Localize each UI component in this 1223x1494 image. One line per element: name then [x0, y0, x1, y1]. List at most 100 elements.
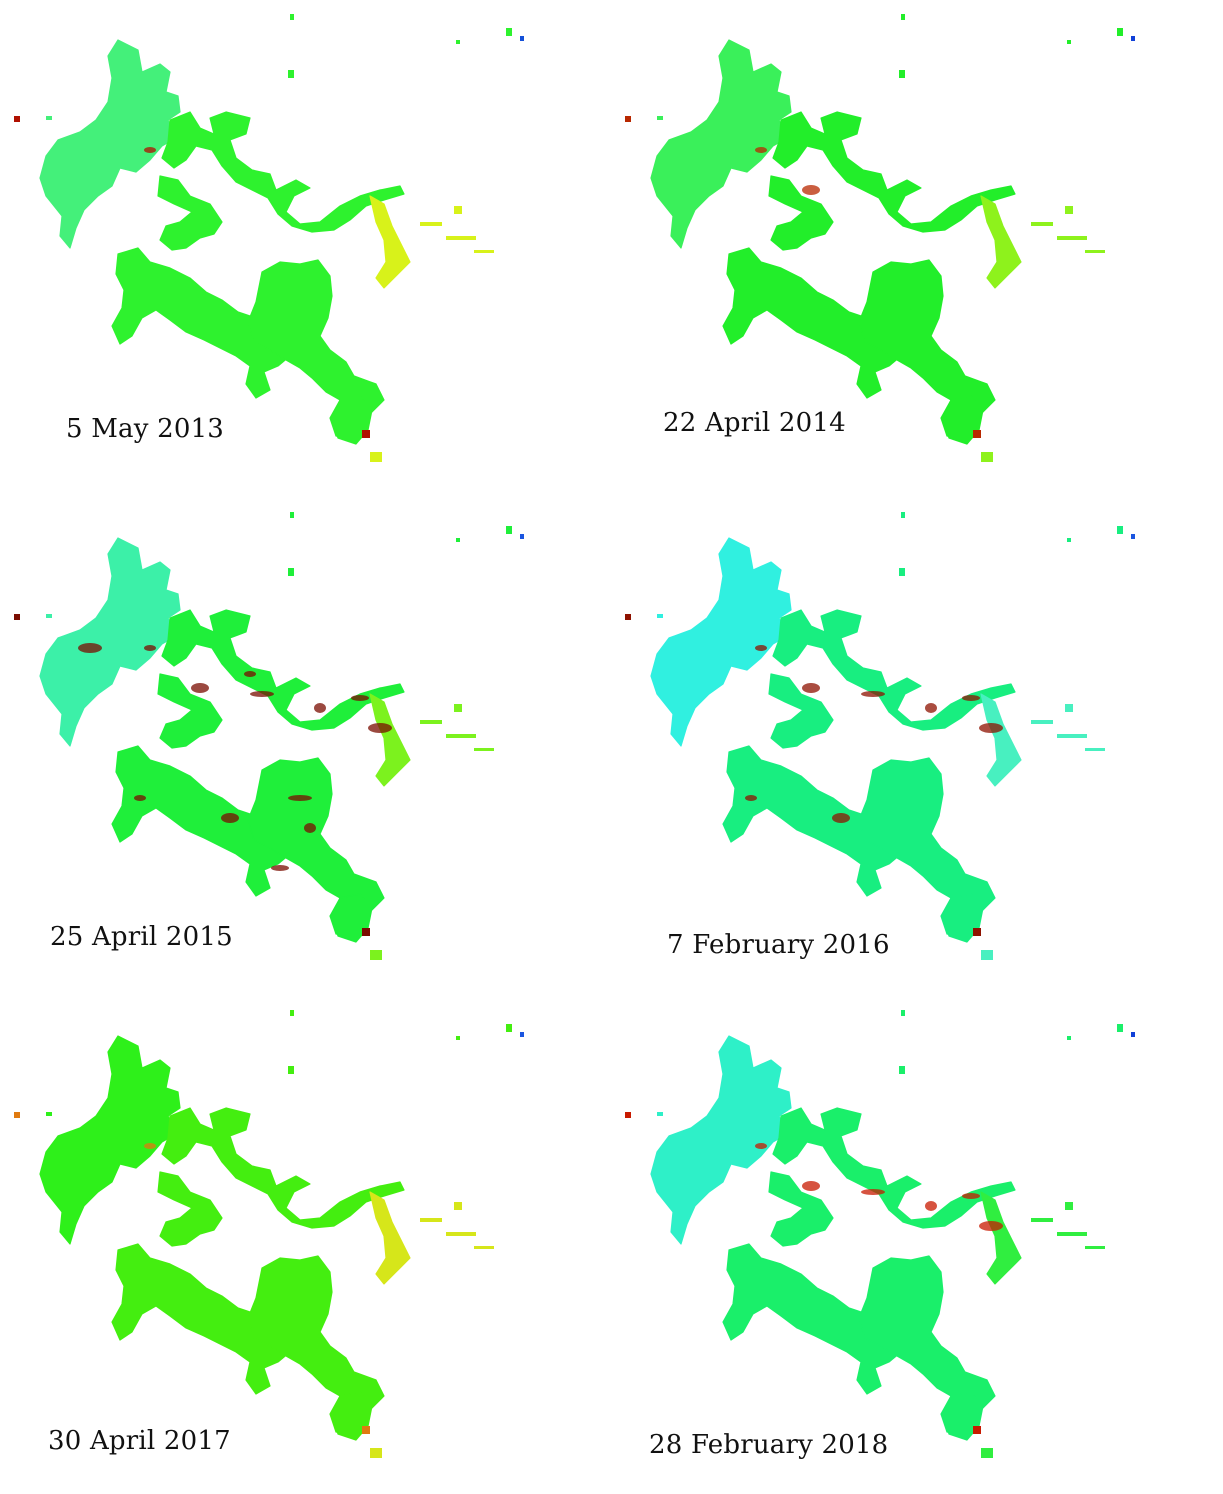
small-water-body: [46, 614, 52, 618]
small-water-body: [456, 538, 460, 542]
small-water-body: [290, 512, 294, 518]
small-water-body: [370, 452, 382, 462]
high-value-patch: [368, 723, 392, 733]
high-value-patch: [191, 683, 209, 693]
small-water-body: [456, 1036, 460, 1040]
reservoir-region: [161, 111, 405, 233]
small-water-body: [1057, 734, 1087, 738]
small-water-body: [1067, 40, 1071, 44]
small-water-body: [370, 1448, 382, 1458]
small-water-body: [1085, 1246, 1105, 1249]
small-water-body: [625, 116, 631, 122]
small-water-body: [14, 1112, 20, 1118]
small-water-body: [1117, 28, 1123, 36]
reservoir-region: [111, 745, 293, 897]
reservoir-region: [722, 745, 904, 897]
high-value-patch: [134, 795, 146, 801]
small-water-body: [899, 70, 905, 78]
reservoir-region: [111, 1243, 293, 1395]
small-water-body: [506, 1024, 512, 1032]
small-water-body: [973, 1426, 981, 1434]
reservoir-region: [369, 693, 411, 787]
small-water-body: [474, 250, 494, 253]
high-value-patch: [144, 645, 156, 651]
small-water-body: [981, 1448, 993, 1458]
small-water-body: [14, 614, 20, 620]
high-value-patch: [244, 671, 256, 677]
small-water-body: [1031, 222, 1053, 226]
small-water-body: [370, 950, 382, 960]
high-value-patch: [925, 703, 937, 713]
reservoir-map: [625, 1010, 1135, 1458]
date-label: 30 April 2017: [48, 1426, 231, 1456]
small-water-body: [625, 614, 631, 620]
reservoir-region: [650, 537, 792, 747]
small-water-body: [981, 452, 993, 462]
reservoir-map: [14, 1010, 524, 1458]
small-water-body: [446, 1232, 476, 1236]
small-water-body: [657, 1112, 663, 1116]
reservoir-region: [650, 1035, 792, 1245]
small-water-body: [1117, 1024, 1123, 1032]
small-water-body: [46, 116, 52, 120]
small-water-body: [454, 704, 462, 712]
small-water-body: [899, 1066, 905, 1074]
map-panel-2013: 5 May 2013: [0, 0, 612, 498]
small-water-body: [1057, 236, 1087, 240]
small-water-body: [1131, 36, 1135, 41]
small-water-body: [901, 1010, 905, 1016]
small-water-body: [288, 568, 294, 576]
small-water-body: [288, 1066, 294, 1074]
small-water-body: [506, 526, 512, 534]
small-water-body: [454, 206, 462, 214]
high-value-patch: [802, 683, 820, 693]
small-water-body: [1067, 1036, 1071, 1040]
small-water-body: [981, 950, 993, 960]
reservoir-region: [161, 1107, 405, 1229]
reservoir-map: [625, 512, 1135, 960]
reservoir-region: [772, 1107, 1016, 1229]
small-water-body: [474, 748, 494, 751]
date-label: 5 May 2013: [66, 414, 225, 444]
high-value-patch: [755, 645, 767, 651]
high-value-patch: [144, 1143, 156, 1149]
high-value-patch: [745, 795, 757, 801]
reservoir-map: [14, 14, 524, 462]
high-value-patch: [351, 695, 369, 701]
reservoir-region: [772, 609, 1016, 731]
small-water-body: [454, 1202, 462, 1210]
small-water-body: [1067, 538, 1071, 542]
small-water-body: [14, 116, 20, 122]
small-water-body: [973, 928, 981, 936]
small-water-body: [657, 614, 663, 618]
reservoir-region: [980, 693, 1022, 787]
high-value-patch: [144, 147, 156, 153]
map-panel-2018: 28 February 2018: [611, 996, 1223, 1494]
small-water-body: [901, 512, 905, 518]
date-label: 25 April 2015: [50, 922, 233, 952]
reservoir-region: [161, 609, 405, 731]
reservoir-region: [722, 247, 904, 399]
high-value-patch: [271, 865, 289, 871]
high-value-patch: [221, 813, 239, 823]
high-value-patch: [962, 1193, 980, 1199]
small-water-body: [625, 1112, 631, 1118]
reservoir-region: [157, 1171, 223, 1247]
small-water-body: [420, 1218, 442, 1222]
reservoir-map: [625, 14, 1135, 462]
small-water-body: [973, 430, 981, 438]
high-value-patch: [979, 723, 1003, 733]
reservoir-region: [369, 195, 411, 289]
small-water-body: [362, 1426, 370, 1434]
small-water-body: [362, 928, 370, 936]
reservoir-region: [157, 175, 223, 251]
map-panel-2017: 30 April 2017: [0, 996, 612, 1494]
small-water-body: [1031, 1218, 1053, 1222]
small-water-body: [1131, 1032, 1135, 1037]
small-water-body: [1065, 206, 1073, 214]
small-water-body: [1085, 250, 1105, 253]
small-water-body: [1065, 704, 1073, 712]
small-water-body: [420, 720, 442, 724]
high-value-patch: [925, 1201, 937, 1211]
small-water-body: [1031, 720, 1053, 724]
